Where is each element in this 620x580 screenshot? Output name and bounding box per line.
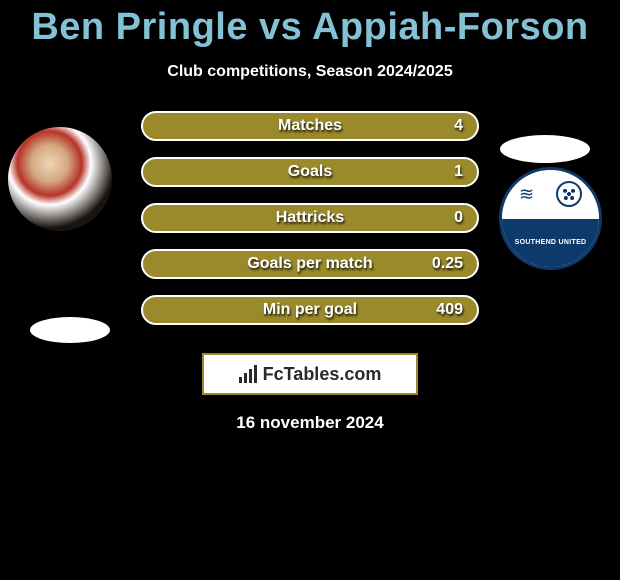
page-title: Ben Pringle vs Appiah-Forson bbox=[0, 0, 620, 49]
stat-label: Min per goal bbox=[143, 301, 477, 319]
badge-club-name: SOUTHEND UNITED bbox=[515, 239, 587, 246]
date-text: 16 november 2024 bbox=[0, 413, 620, 433]
stat-value: 0.25 bbox=[432, 255, 463, 273]
waves-icon: ≋ bbox=[519, 184, 534, 205]
stat-row: Goals per match 0.25 bbox=[141, 249, 479, 279]
stat-row: Goals 1 bbox=[141, 157, 479, 187]
badge-bottom: SOUTHEND UNITED bbox=[502, 219, 599, 268]
stat-row: Min per goal 409 bbox=[141, 295, 479, 325]
stat-value: 409 bbox=[436, 301, 463, 319]
badge-top: ≋ bbox=[502, 170, 599, 219]
stat-row: Matches 4 bbox=[141, 111, 479, 141]
bar-chart-icon bbox=[239, 365, 257, 383]
stat-value: 1 bbox=[454, 163, 463, 181]
stat-label: Goals bbox=[143, 163, 477, 181]
right-ellipse-placeholder bbox=[500, 135, 590, 163]
subtitle: Club competitions, Season 2024/2025 bbox=[0, 63, 620, 81]
brand-box: FcTables.com bbox=[202, 353, 418, 395]
stat-label: Matches bbox=[143, 117, 477, 135]
stat-row: Hattricks 0 bbox=[141, 203, 479, 233]
stat-value: 0 bbox=[454, 209, 463, 227]
stat-value: 4 bbox=[454, 117, 463, 135]
brand-label: FcTables.com bbox=[263, 364, 382, 385]
club-badge-right: ≋ SOUTHEND UNITED bbox=[499, 167, 602, 270]
stat-label: Goals per match bbox=[143, 255, 477, 273]
stat-label: Hattricks bbox=[143, 209, 477, 227]
football-icon bbox=[556, 181, 582, 207]
stats-container: Matches 4 Goals 1 Hattricks 0 Goals per … bbox=[141, 111, 479, 325]
left-ellipse-placeholder bbox=[30, 317, 110, 343]
comparison-panel: ≋ SOUTHEND UNITED Matches 4 Goals 1 Hatt… bbox=[0, 111, 620, 433]
player-left-photo bbox=[8, 127, 112, 231]
